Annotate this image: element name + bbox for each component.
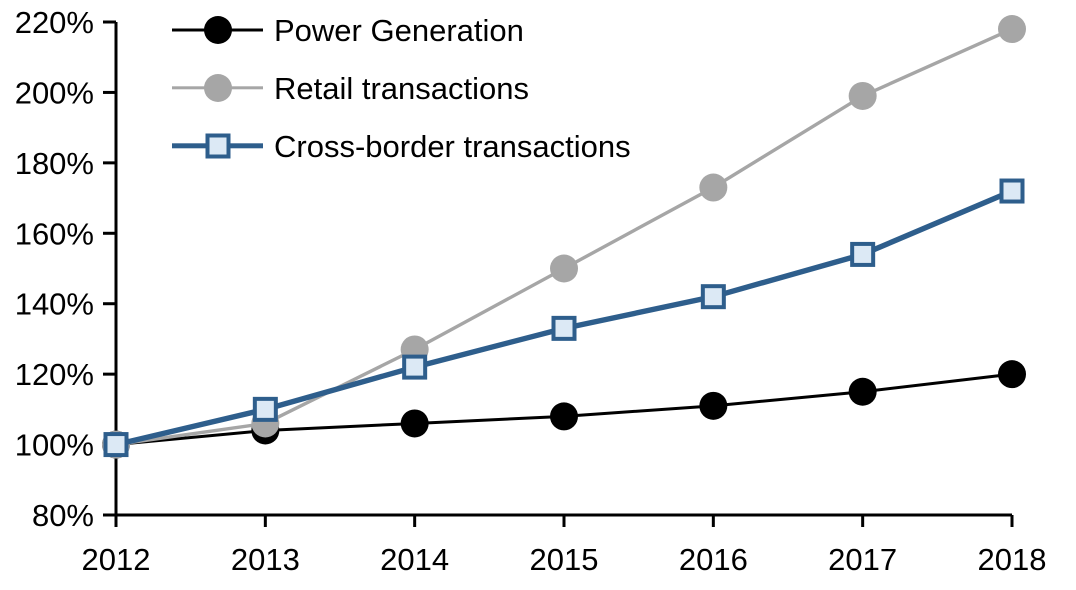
legend-circle-swatch <box>203 74 232 102</box>
data-point-cross-border-transactions-2012 <box>103 432 129 458</box>
data-point-cross-border-transactions-2018 <box>999 178 1025 204</box>
chart-legend: Power Generation Retail transactions Cro… <box>172 1 631 175</box>
data-point-cross-border-transactions-2017 <box>850 241 876 267</box>
y-tick-label: 80% <box>32 498 94 533</box>
x-tick-label: 2012 <box>82 542 151 577</box>
x-tick-label: 2016 <box>679 542 748 577</box>
legend-marker-circle-gray <box>172 73 263 103</box>
y-tick-label: 200% <box>15 75 94 110</box>
data-point-retail-transactions-2018 <box>998 15 1026 44</box>
data-point-power-generation-2017 <box>848 377 877 406</box>
data-point-cross-border-transactions-2015 <box>551 315 577 341</box>
y-tick-label: 220% <box>15 5 94 40</box>
legend-label: Cross-border transactions <box>274 128 631 164</box>
x-tick-label: 2013 <box>231 542 300 577</box>
legend-item-retail-transactions: Retail transactions <box>172 59 631 117</box>
data-point-cross-border-transactions-2016 <box>700 284 726 310</box>
data-point-power-generation-2015 <box>550 402 578 431</box>
legend-label: Retail transactions <box>274 70 530 106</box>
y-tick-label: 180% <box>15 146 94 181</box>
y-tick-label: 160% <box>15 216 94 251</box>
legend-item-power-generation: Power Generation <box>172 1 631 59</box>
data-point-retail-transactions-2015 <box>550 254 578 283</box>
data-point-cross-border-transactions-2014 <box>402 354 428 380</box>
x-tick-label: 2014 <box>380 542 449 577</box>
x-tick-label: 2015 <box>530 542 599 577</box>
data-point-power-generation-2016 <box>699 391 728 420</box>
legend-item-cross-border-transactions: Cross-border transactions <box>172 117 631 175</box>
y-tick-label: 120% <box>15 357 94 392</box>
legend-marker-circle-black <box>172 15 263 45</box>
x-tick-label: 2018 <box>978 542 1047 577</box>
data-point-cross-border-transactions-2013 <box>252 396 278 422</box>
data-point-power-generation-2014 <box>400 409 429 438</box>
legend-circle-swatch <box>203 16 232 44</box>
data-point-power-generation-2018 <box>998 360 1026 389</box>
y-tick-label: 100% <box>15 428 94 463</box>
x-tick-label: 2017 <box>828 542 897 577</box>
legend-label: Power Generation <box>274 12 524 48</box>
data-point-retail-transactions-2016 <box>699 173 728 202</box>
y-tick-label: 140% <box>15 287 94 322</box>
legend-marker-square-blue <box>172 131 263 161</box>
data-point-retail-transactions-2017 <box>848 81 877 110</box>
legend-square-swatch <box>205 133 230 159</box>
